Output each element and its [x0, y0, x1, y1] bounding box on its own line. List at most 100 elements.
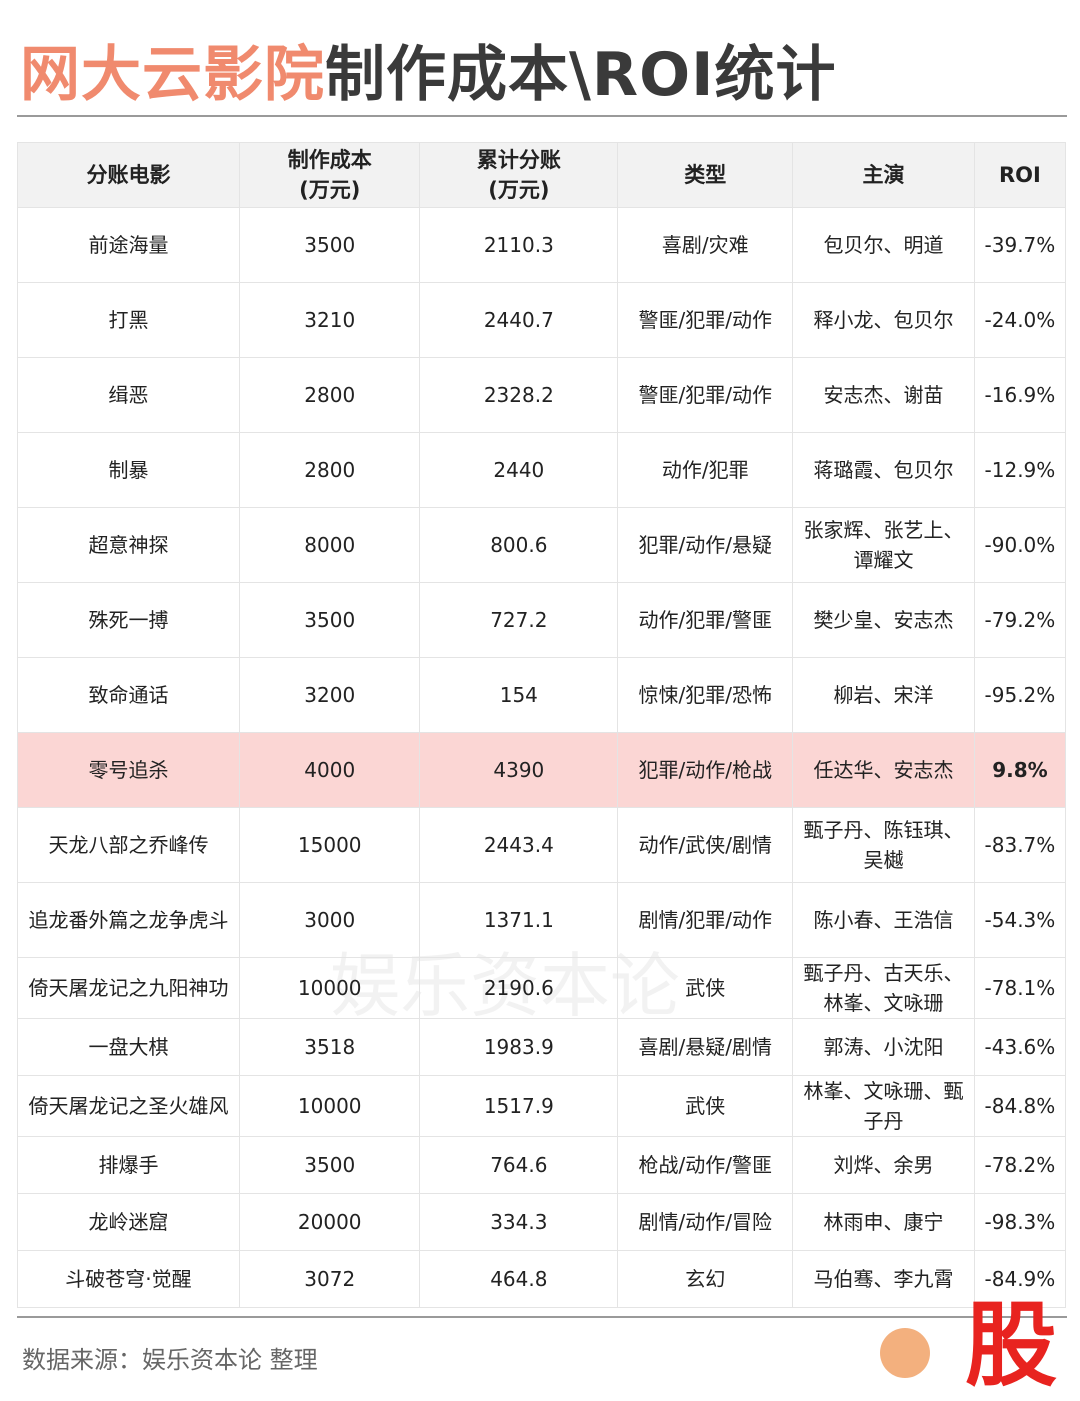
cell-revenue: 464.8	[419, 1250, 619, 1308]
cell-cast: 甄子丹、古天乐、林峯、文咏珊	[792, 957, 975, 1019]
cell-revenue: 2328.2	[419, 357, 619, 433]
cell-revenue: 2440.7	[419, 282, 619, 358]
table-row: 斗破苍穹·觉醒 3072 464.8 玄幻 马伯骞、李九霄 -84.9%	[17, 1250, 1067, 1308]
cell-revenue: 800.6	[419, 507, 619, 583]
table-row: 打黑 3210 2440.7 警匪/犯罪/动作 释小龙、包贝尔 -24.0%	[17, 282, 1067, 358]
column-header: 主演	[792, 142, 975, 208]
cell-roi: -79.2%	[973, 582, 1067, 658]
cell-roi: -98.3%	[973, 1193, 1067, 1251]
cell-revenue: 2443.4	[419, 807, 619, 883]
cell-movie: 零号追杀	[17, 732, 240, 808]
cell-revenue: 764.6	[419, 1136, 619, 1194]
cell-movie: 制暴	[17, 432, 240, 508]
table-row: 前途海量 3500 2110.3 喜剧/灾难 包贝尔、明道 -39.7%	[17, 207, 1067, 283]
cell-movie: 天龙八部之乔峰传	[17, 807, 240, 883]
cell-genre: 喜剧/悬疑/剧情	[617, 1018, 794, 1076]
cell-roi: -84.9%	[973, 1250, 1067, 1308]
cell-genre: 剧情/动作/冒险	[617, 1193, 794, 1251]
cell-movie: 殊死一搏	[17, 582, 240, 658]
cell-cast: 林雨申、康宁	[792, 1193, 975, 1251]
column-header: ROI	[973, 142, 1067, 208]
cell-revenue: 2110.3	[419, 207, 619, 283]
column-header: 制作成本 (万元)	[238, 142, 421, 208]
table-row: 倚天屠龙记之圣火雄风 10000 1517.9 武侠 林峯、文咏珊、甄子丹 -84.8%	[17, 1075, 1067, 1137]
cell-genre: 警匪/犯罪/动作	[617, 282, 794, 358]
cell-genre: 喜剧/灾难	[617, 207, 794, 283]
cell-revenue: 2190.6	[419, 957, 619, 1019]
cell-movie: 斗破苍穹·觉醒	[17, 1250, 240, 1308]
cell-cost: 10000	[238, 957, 421, 1019]
table-row: 排爆手 3500 764.6 枪战/动作/警匪 刘烨、余男 -78.2%	[17, 1136, 1067, 1194]
cell-cost: 3500	[238, 207, 421, 283]
cell-genre: 枪战/动作/警匪	[617, 1136, 794, 1194]
roi-table: 分账电影 制作成本 (万元) 累计分账 (万元) 类型 主演 ROI 前途海量 3500 21…	[17, 142, 1067, 1308]
cell-cast: 蒋璐霞、包贝尔	[792, 432, 975, 508]
cell-roi: -54.3%	[973, 882, 1067, 958]
column-header: 累计分账 (万元)	[419, 142, 619, 208]
stamp: 股	[965, 1292, 1058, 1399]
cell-cost: 3500	[238, 1136, 421, 1194]
cell-revenue: 1517.9	[419, 1075, 619, 1137]
table-row: 天龙八部之乔峰传 15000 2443.4 动作/武侠/剧情 甄子丹、陈钰琪、吴樾 -83…	[17, 807, 1067, 883]
cell-genre: 警匪/犯罪/动作	[617, 357, 794, 433]
cell-movie: 缉恶	[17, 357, 240, 433]
cell-revenue: 4390	[419, 732, 619, 808]
source-note: 数据来源：娱乐资本论 整理	[22, 1346, 318, 1374]
cell-revenue: 1983.9	[419, 1018, 619, 1076]
divider	[17, 1316, 1067, 1318]
cell-cost: 8000	[238, 507, 421, 583]
cell-genre: 剧情/犯罪/动作	[617, 882, 794, 958]
cell-cast: 包贝尔、明道	[792, 207, 975, 283]
table-row: 倚天屠龙记之九阳神功 10000 2190.6 武侠 甄子丹、古天乐、林峯、文咏珊 -78…	[17, 957, 1067, 1019]
cell-roi: -24.0%	[973, 282, 1067, 358]
cell-movie: 前途海量	[17, 207, 240, 283]
cell-revenue: 727.2	[419, 582, 619, 658]
cell-roi: -83.7%	[973, 807, 1067, 883]
cell-cost: 3200	[238, 657, 421, 733]
cell-cost: 20000	[238, 1193, 421, 1251]
divider	[17, 115, 1067, 117]
cell-movie: 打黑	[17, 282, 240, 358]
cell-cost: 3072	[238, 1250, 421, 1308]
cell-cast: 郭涛、小沈阳	[792, 1018, 975, 1076]
cell-cast: 甄子丹、陈钰琪、吴樾	[792, 807, 975, 883]
table-row: 殊死一搏 3500 727.2 动作/犯罪/警匪 樊少皇、安志杰 -79.2%	[17, 582, 1067, 658]
cell-cast: 释小龙、包贝尔	[792, 282, 975, 358]
cell-movie: 倚天屠龙记之九阳神功	[17, 957, 240, 1019]
cell-revenue: 2440	[419, 432, 619, 508]
cell-cost: 3210	[238, 282, 421, 358]
cell-cast: 安志杰、谢苗	[792, 357, 975, 433]
table-row: 致命通话 3200 154 惊悚/犯罪/恐怖 柳岩、宋洋 -95.2%	[17, 657, 1067, 733]
cell-revenue: 334.3	[419, 1193, 619, 1251]
cell-cast: 任达华、安志杰	[792, 732, 975, 808]
cell-genre: 武侠	[617, 1075, 794, 1137]
cell-movie: 倚天屠龙记之圣火雄风	[17, 1075, 240, 1137]
page-title: 网大云影院制作成本\ROI统计	[20, 26, 836, 113]
cell-cast: 樊少皇、安志杰	[792, 582, 975, 658]
logo-mascot-icon	[880, 1328, 930, 1378]
cell-movie: 超意神探	[17, 507, 240, 583]
cell-roi: -90.0%	[973, 507, 1067, 583]
cell-genre: 武侠	[617, 957, 794, 1019]
column-header: 分账电影	[17, 142, 240, 208]
cell-genre: 动作/犯罪	[617, 432, 794, 508]
cell-roi: -95.2%	[973, 657, 1067, 733]
table-row: 一盘大棋 3518 1983.9 喜剧/悬疑/剧情 郭涛、小沈阳 -43.6%	[17, 1018, 1067, 1076]
cell-roi: -78.2%	[973, 1136, 1067, 1194]
cell-cast: 马伯骞、李九霄	[792, 1250, 975, 1308]
table-row: 超意神探 8000 800.6 犯罪/动作/悬疑 张家辉、张艺上、谭耀文 -90.0%	[17, 507, 1067, 583]
cell-genre: 动作/犯罪/警匪	[617, 582, 794, 658]
cell-cost: 4000	[238, 732, 421, 808]
cell-cost: 3000	[238, 882, 421, 958]
table-row: 缉恶 2800 2328.2 警匪/犯罪/动作 安志杰、谢苗 -16.9%	[17, 357, 1067, 433]
cell-roi: -43.6%	[973, 1018, 1067, 1076]
table-row: 追龙番外篇之龙争虎斗 3000 1371.1 剧情/犯罪/动作 陈小春、王浩信 -54.3…	[17, 882, 1067, 958]
cell-movie: 一盘大棋	[17, 1018, 240, 1076]
cell-cast: 刘烨、余男	[792, 1136, 975, 1194]
column-header: 类型	[617, 142, 794, 208]
cell-cost: 2800	[238, 432, 421, 508]
table-row: 零号追杀 4000 4390 犯罪/动作/枪战 任达华、安志杰 9.8%	[17, 732, 1067, 808]
cell-cast: 张家辉、张艺上、谭耀文	[792, 507, 975, 583]
cell-roi: -39.7%	[973, 207, 1067, 283]
cell-roi: 9.8%	[973, 732, 1067, 808]
